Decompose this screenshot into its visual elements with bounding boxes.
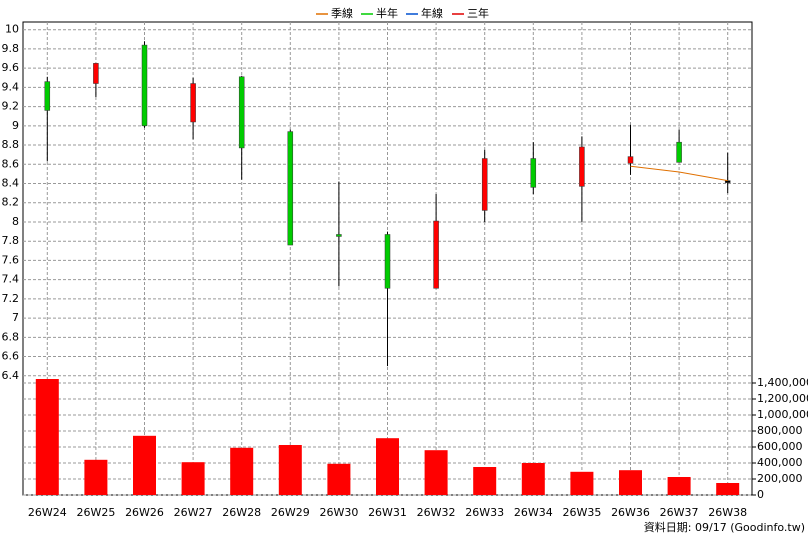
y-tick-label: 6.6 (2, 350, 20, 363)
y2-tick-label: 600,000 (757, 440, 803, 453)
legend-label: 半年 (376, 6, 398, 20)
candle-body (238, 76, 245, 149)
y-tick-label: 9.2 (2, 100, 20, 113)
volume-bar (35, 379, 59, 495)
y2-tick-label: 0 (757, 488, 764, 501)
candle-body (579, 146, 585, 187)
volume-bar (181, 462, 205, 495)
candle-body (93, 63, 99, 84)
candle-body (676, 141, 682, 163)
y2-tick-label: 800,000 (757, 424, 803, 437)
candle-body (384, 234, 391, 289)
candle-body (287, 131, 294, 246)
y-tick-label: 7.2 (2, 292, 20, 305)
y2-tick-label: 1,200,000 (757, 392, 808, 405)
candle-body (336, 234, 342, 237)
volume-bar (716, 483, 740, 495)
y-tick-label: 8.4 (2, 177, 20, 190)
volume-bar (230, 447, 254, 495)
legend-label: 三年 (467, 6, 489, 20)
candle-body (44, 81, 51, 111)
y-tick-label: 7 (12, 311, 19, 324)
volume-bar (327, 463, 351, 495)
candle-body (141, 44, 148, 127)
volume-bar (376, 438, 399, 495)
x-tick-label: 26W31 (368, 506, 407, 519)
volume-bar (133, 435, 156, 495)
legend-label: 季線 (331, 6, 353, 20)
x-tick-label: 26W27 (174, 506, 213, 519)
y-tick-label: 7.8 (2, 234, 20, 247)
y-tick-label: 9.4 (2, 80, 20, 93)
candle-body (724, 180, 731, 183)
candle-body (627, 156, 634, 164)
legend-label: 年線 (421, 6, 443, 20)
x-tick-label: 26W26 (125, 506, 164, 519)
volume-bar (278, 445, 302, 495)
volume-bar (473, 467, 497, 495)
y2-tick-label: 200,000 (757, 472, 803, 485)
volume-bar (570, 471, 594, 495)
y2-tick-label: 1,000,000 (757, 408, 808, 421)
y-tick-label: 7.4 (2, 273, 20, 286)
y-tick-label: 8 (12, 215, 19, 228)
x-tick-label: 26W37 (660, 506, 699, 519)
x-tick-label: 26W38 (708, 506, 747, 519)
x-tick-label: 26W24 (28, 506, 67, 519)
volume-bar (619, 470, 642, 495)
volume-bar (424, 450, 448, 495)
candle-body (433, 220, 439, 289)
y-tick-label: 7.6 (2, 253, 20, 266)
y-tick-label: 9 (12, 119, 19, 132)
y2-tick-label: 400,000 (757, 456, 803, 469)
y-tick-label: 6.8 (2, 330, 20, 343)
y-tick-label: 6.4 (2, 369, 20, 382)
candle-body (530, 158, 537, 188)
x-tick-label: 26W30 (319, 506, 358, 519)
x-tick-label: 26W29 (271, 506, 310, 519)
x-tick-label: 26W35 (562, 506, 601, 519)
volume-bar (667, 477, 691, 495)
x-tick-label: 26W25 (76, 506, 115, 519)
x-tick-label: 26W28 (222, 506, 261, 519)
y-tick-label: 9.8 (2, 42, 20, 55)
y-tick-label: 8.2 (2, 196, 20, 209)
y2-tick-label: 1,400,000 (757, 376, 808, 389)
volume-bar (521, 463, 545, 495)
candle-body (481, 158, 488, 211)
source-note: 資料日期: 09/17 (Goodinfo.tw) (644, 520, 805, 534)
ma-line (630, 165, 728, 182)
y-tick-label: 8.6 (2, 157, 20, 170)
x-tick-label: 26W36 (611, 506, 650, 519)
volume-bar (84, 459, 108, 495)
x-tick-label: 26W34 (514, 506, 553, 519)
x-tick-label: 26W33 (465, 506, 504, 519)
y-tick-label: 8.8 (2, 138, 20, 151)
candle-body (190, 83, 196, 123)
x-tick-label: 26W32 (417, 506, 456, 519)
y-tick-label: 9.6 (2, 61, 20, 74)
y-tick-label: 10 (5, 23, 19, 36)
